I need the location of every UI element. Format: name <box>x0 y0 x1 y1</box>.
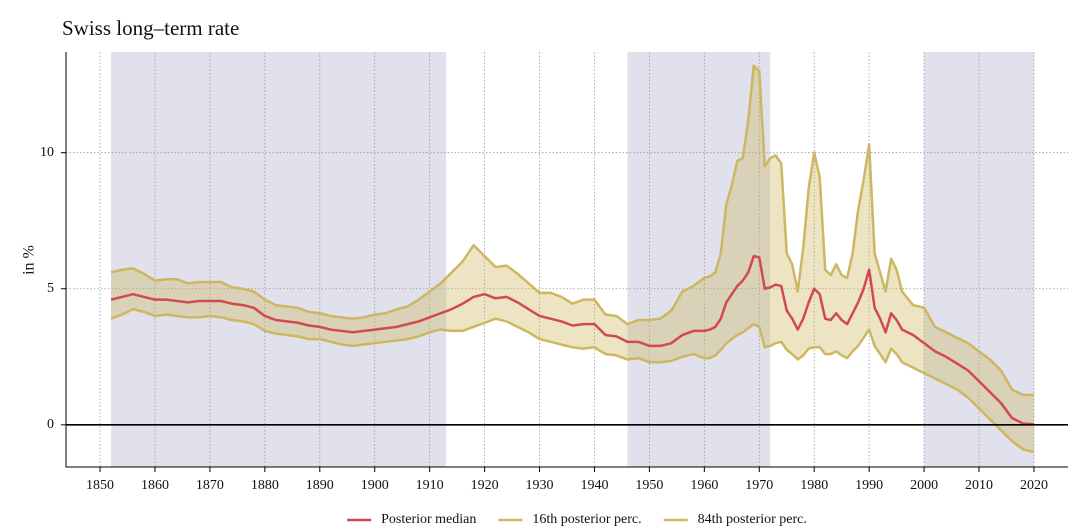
x-tick-label: 1990 <box>855 478 883 493</box>
legend-label: Posterior median <box>381 512 476 527</box>
shaded-period <box>627 52 771 467</box>
legend-label: 84th posterior perc. <box>698 512 807 527</box>
y-tick-label: 5 <box>47 281 54 296</box>
y-tick-label: 0 <box>47 417 54 432</box>
y-axis-title: in % <box>21 245 38 275</box>
legend: Posterior median 16th posterior perc. 84th… <box>347 512 807 527</box>
x-tick-label: 1910 <box>416 478 444 493</box>
x-tick-label: 1950 <box>635 478 663 493</box>
x-tick-label: 1870 <box>196 478 224 493</box>
x-tick-label: 1860 <box>141 478 169 493</box>
line <box>110 307 1035 454</box>
x-tick-label: 1900 <box>361 478 389 493</box>
line <box>110 64 1034 397</box>
x-tick-label: 1850 <box>86 478 114 493</box>
x-tick-label: 1980 <box>800 478 828 493</box>
x-tick-label: 1970 <box>745 478 773 493</box>
line <box>110 254 1035 426</box>
x-tick-label: 1880 <box>251 478 279 493</box>
y-tick-label: 10 <box>40 145 54 160</box>
x-tick-label: 1960 <box>690 478 718 493</box>
legend-label: 16th posterior perc. <box>532 512 641 527</box>
x-tick-label: 1890 <box>306 478 334 493</box>
x-tick-label: 1920 <box>471 478 499 493</box>
chart-title: Swiss long–term rate <box>62 16 239 40</box>
x-tick-label: 2010 <box>965 478 993 493</box>
x-tick-label: 1930 <box>526 478 554 493</box>
x-tick-label: 2000 <box>910 478 938 493</box>
x-tick-label: 1940 <box>580 478 608 493</box>
axis-frame <box>65 52 1068 468</box>
x-tick-label: 2020 <box>1020 478 1048 493</box>
shaded-period <box>111 52 447 467</box>
